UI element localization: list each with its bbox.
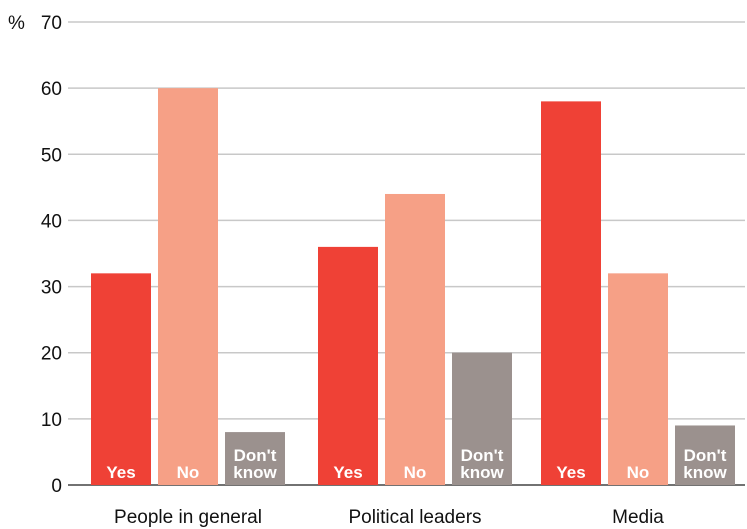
y-tick-label: 60 — [41, 79, 62, 100]
bar-series-label: No — [627, 463, 650, 482]
bar — [675, 425, 735, 485]
bar — [541, 101, 601, 485]
bars — [91, 88, 735, 486]
y-tick-label: 20 — [41, 344, 62, 365]
bar — [225, 432, 285, 485]
x-category-label: Media — [612, 507, 664, 528]
bar-series-label: know — [460, 463, 504, 482]
x-category-label: People in general — [114, 507, 262, 528]
x-category-label: Political leaders — [348, 507, 481, 528]
bar — [91, 273, 151, 485]
bar-series-label: know — [683, 463, 727, 482]
bar-series-label: Yes — [333, 463, 362, 482]
y-tick-label: 50 — [41, 145, 62, 166]
bar-series-label: Don't — [461, 446, 504, 465]
bar — [318, 246, 378, 485]
y-tick-label: 30 — [41, 278, 62, 299]
bar-series-label: Yes — [106, 463, 135, 482]
y-tick-label: 0 — [51, 476, 62, 497]
bar — [385, 193, 445, 485]
y-axis-unit-label: % — [8, 13, 25, 34]
bar-series-label: No — [177, 463, 200, 482]
bar — [158, 88, 218, 486]
bar-series-label: know — [233, 463, 277, 482]
bar — [452, 352, 512, 485]
bar-series-label: No — [404, 463, 427, 482]
bar — [608, 273, 668, 485]
y-tick-label: 10 — [41, 410, 62, 431]
bar-series-label: Don't — [684, 446, 727, 465]
y-tick-label: 70 — [41, 13, 62, 34]
bar-series-label: Yes — [556, 463, 585, 482]
y-tick-label: 40 — [41, 211, 62, 232]
bar-series-label: Don't — [234, 446, 277, 465]
